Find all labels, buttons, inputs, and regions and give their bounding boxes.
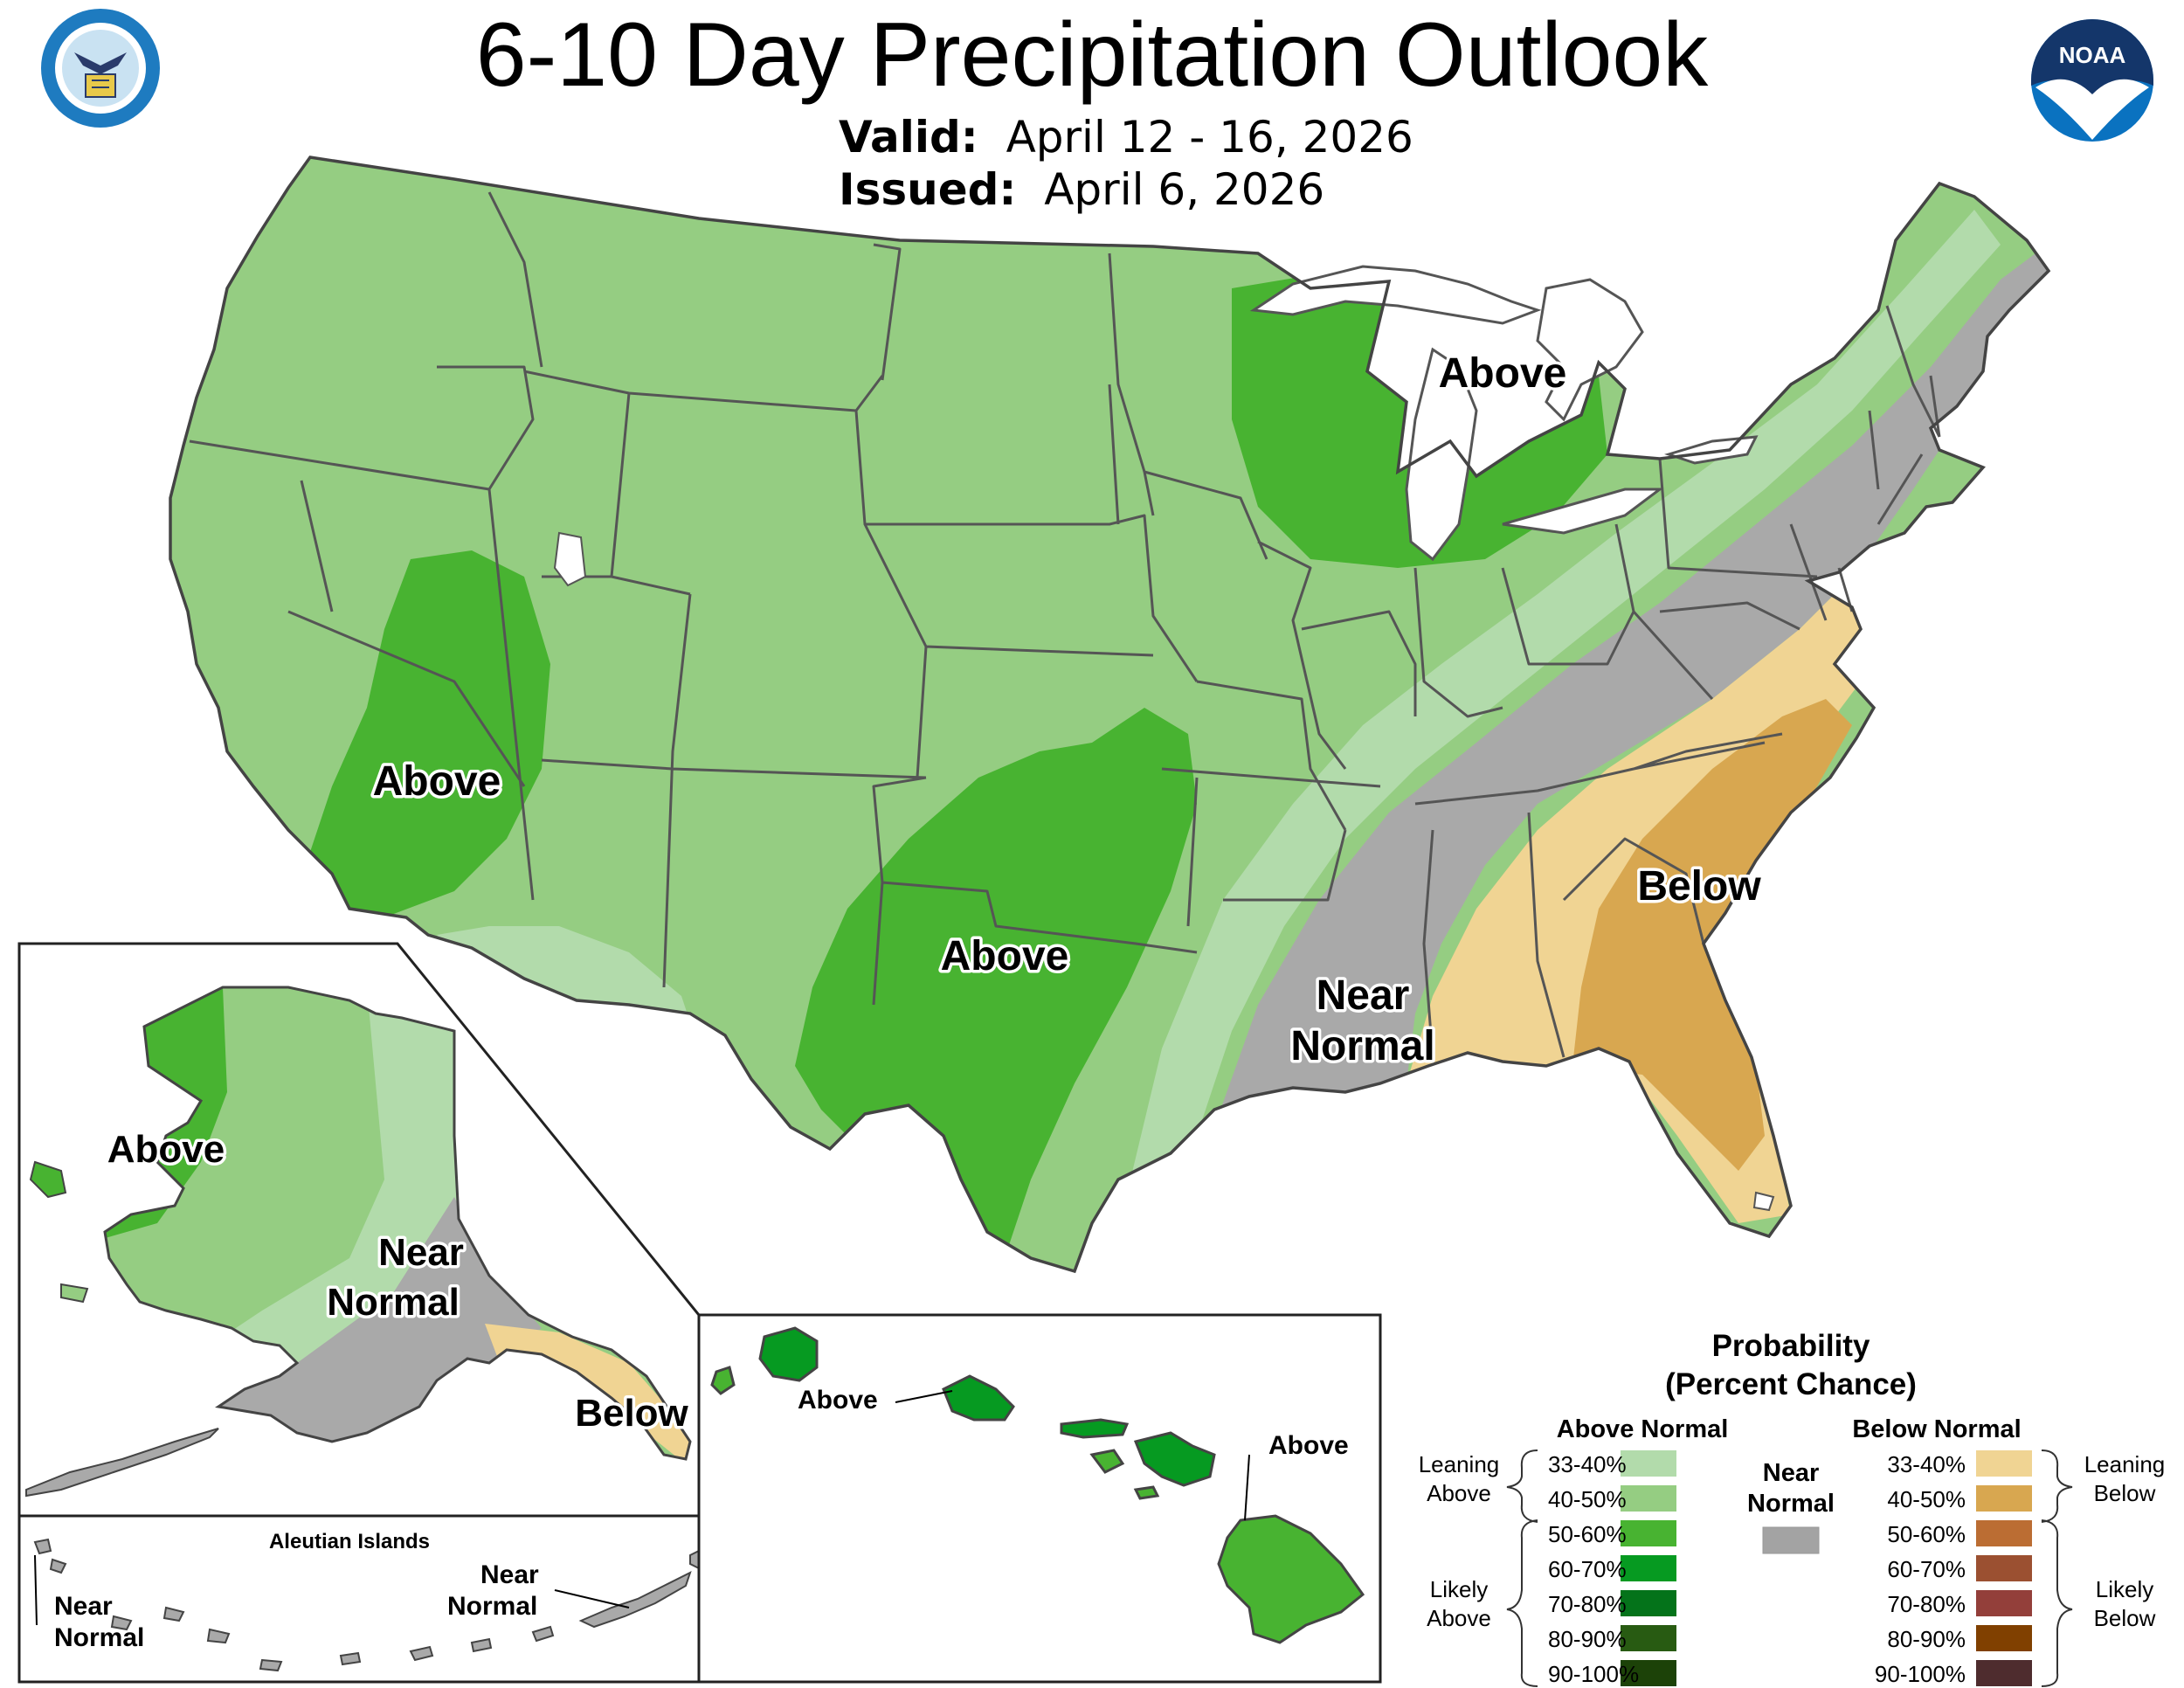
noaa-logo: NOAA bbox=[2031, 19, 2153, 142]
aleutian-near-right-1: Near bbox=[480, 1560, 539, 1589]
aleutian-title: Aleutian Islands bbox=[269, 1530, 430, 1553]
legend-above-swatch-4 bbox=[1621, 1555, 1676, 1581]
legend-above-swatch-2 bbox=[1621, 1485, 1676, 1512]
big-island bbox=[1217, 1514, 1365, 1644]
st-lawrence-island bbox=[29, 1160, 67, 1199]
label-near-normal-2: Normal bbox=[1290, 1023, 1434, 1069]
alaska-inset: Above Near Normal Below bbox=[17, 942, 701, 1518]
legend-below-swatch-2 bbox=[1976, 1485, 2032, 1512]
legend-above-swatch-1 bbox=[1621, 1450, 1676, 1477]
label-hawaii-above-left: Above bbox=[798, 1386, 878, 1415]
label-alaska-below: Below bbox=[575, 1392, 688, 1435]
legend: Probability (Percent Chance) Above Norma… bbox=[1419, 1329, 2166, 1687]
valid-line: Valid: April 12 - 16, 2026 bbox=[839, 112, 1413, 163]
label-alaska-near-2: Normal bbox=[327, 1281, 460, 1324]
legend-below-label-2: 40-50% bbox=[1887, 1486, 1966, 1512]
hawaii-inset: Above Above bbox=[697, 1313, 1382, 1684]
legend-below-label-3: 50-60% bbox=[1887, 1521, 1966, 1547]
legend-leaning-above-1: Leaning bbox=[1419, 1451, 1500, 1477]
legend-below-swatch-1 bbox=[1976, 1450, 2032, 1477]
legend-below-header: Below Normal bbox=[1852, 1415, 2021, 1443]
issued-date: April 6, 2026 bbox=[1044, 164, 1325, 215]
kahoolawe-island bbox=[1133, 1485, 1160, 1500]
label-above-plains: Above bbox=[941, 933, 1069, 979]
legend-near-1: Near bbox=[1763, 1459, 1820, 1487]
legend-below-swatch-4 bbox=[1976, 1555, 2032, 1581]
label-above-greatlakes: Above bbox=[1439, 350, 1567, 397]
page-title: 6-10 Day Precipitation Outlook bbox=[475, 4, 1709, 106]
legend-below-label-1: 33-40% bbox=[1887, 1451, 1966, 1477]
issued-line: Issued: April 6, 2026 bbox=[839, 164, 1324, 215]
legend-below-swatch-7 bbox=[1976, 1660, 2032, 1686]
legend-below-label-7: 90-100% bbox=[1875, 1661, 1966, 1687]
legend-likely-below-1: Likely bbox=[2096, 1576, 2153, 1602]
legend-below-swatch-6 bbox=[1976, 1625, 2032, 1651]
legend-title-1: Probability bbox=[1712, 1329, 1870, 1363]
legend-above-label-3: 50-60% bbox=[1548, 1521, 1627, 1547]
legend-above-swatch-3 bbox=[1621, 1520, 1676, 1546]
conus-map: Above Above Above Near Normal Below bbox=[169, 156, 2051, 1274]
conus-outline bbox=[169, 156, 2051, 1274]
legend-near-swatch bbox=[1762, 1526, 1820, 1554]
legend-above-label-7: 90-100% bbox=[1548, 1661, 1639, 1687]
legend-near-2: Normal bbox=[1747, 1490, 1835, 1518]
label-above-west: Above bbox=[373, 758, 501, 805]
label-hawaii-above-right: Above bbox=[1268, 1431, 1349, 1460]
legend-likely-above-1: Likely bbox=[1430, 1576, 1488, 1602]
legend-below-swatch-3 bbox=[1976, 1520, 2032, 1546]
molokai-island bbox=[1060, 1418, 1130, 1439]
legend-above-label-1: 33-40% bbox=[1548, 1451, 1627, 1477]
label-alaska-above: Above bbox=[107, 1128, 225, 1171]
legend-below-label-4: 60-70% bbox=[1887, 1556, 1966, 1582]
legend-likely-above-2: Above bbox=[1427, 1605, 1491, 1631]
doc-seal-logo bbox=[41, 9, 160, 128]
east-leaning-above-band bbox=[1109, 210, 2001, 1271]
near-normal-region bbox=[1214, 253, 2049, 1127]
aleutian-near-left-2: Normal bbox=[54, 1623, 144, 1652]
aleutian-near-left-1: Near bbox=[54, 1592, 113, 1621]
nunivak-island bbox=[60, 1283, 89, 1304]
aleutian-inset: Aleutian Islands Near Normal Near Normal bbox=[17, 1514, 701, 1684]
alaska-outline bbox=[103, 986, 692, 1461]
label-below: Below bbox=[1637, 863, 1761, 910]
legend-likely-below-2: Below bbox=[2094, 1605, 2156, 1631]
niihau-island bbox=[710, 1366, 736, 1395]
label-alaska-near-1: Near bbox=[378, 1231, 464, 1274]
alaska-peninsula-islands bbox=[25, 1428, 219, 1498]
legend-above-swatch-6 bbox=[1621, 1625, 1676, 1651]
legend-leaning-below-2: Below bbox=[2094, 1480, 2156, 1506]
valid-dates: April 12 - 16, 2026 bbox=[1006, 112, 1413, 163]
aleutian-islands bbox=[33, 1538, 700, 1672]
legend-above-label-2: 40-50% bbox=[1548, 1486, 1627, 1512]
legend-above-swatch-5 bbox=[1621, 1590, 1676, 1616]
lanai-island bbox=[1089, 1449, 1125, 1474]
aleutian-near-right-2: Normal bbox=[447, 1592, 537, 1621]
legend-title-2: (Percent Chance) bbox=[1665, 1367, 1917, 1401]
label-near-normal-1: Near bbox=[1317, 972, 1410, 1019]
legend-below-swatch-5 bbox=[1976, 1590, 2032, 1616]
legend-above-label-5: 70-80% bbox=[1548, 1591, 1627, 1617]
west-above-region bbox=[306, 550, 550, 917]
legend-above-header: Above Normal bbox=[1557, 1415, 1729, 1443]
maui-island bbox=[1133, 1431, 1216, 1487]
kauai-island bbox=[758, 1326, 819, 1382]
oahu-island bbox=[942, 1374, 1015, 1422]
legend-above-swatch-7 bbox=[1621, 1660, 1676, 1686]
legend-leaning-below-1: Leaning bbox=[2084, 1451, 2166, 1477]
great-lakes bbox=[553, 265, 1775, 1212]
legend-above-label-4: 60-70% bbox=[1548, 1556, 1627, 1582]
valid-label: Valid: bbox=[839, 112, 978, 163]
issued-label: Issued: bbox=[839, 164, 1017, 215]
noaa-logo-text: NOAA bbox=[2059, 42, 2126, 68]
legend-below-label-5: 70-80% bbox=[1887, 1591, 1966, 1617]
legend-below-label-6: 80-90% bbox=[1887, 1626, 1966, 1652]
legend-leaning-above-2: Above bbox=[1427, 1480, 1491, 1506]
legend-above-label-6: 80-90% bbox=[1548, 1626, 1627, 1652]
